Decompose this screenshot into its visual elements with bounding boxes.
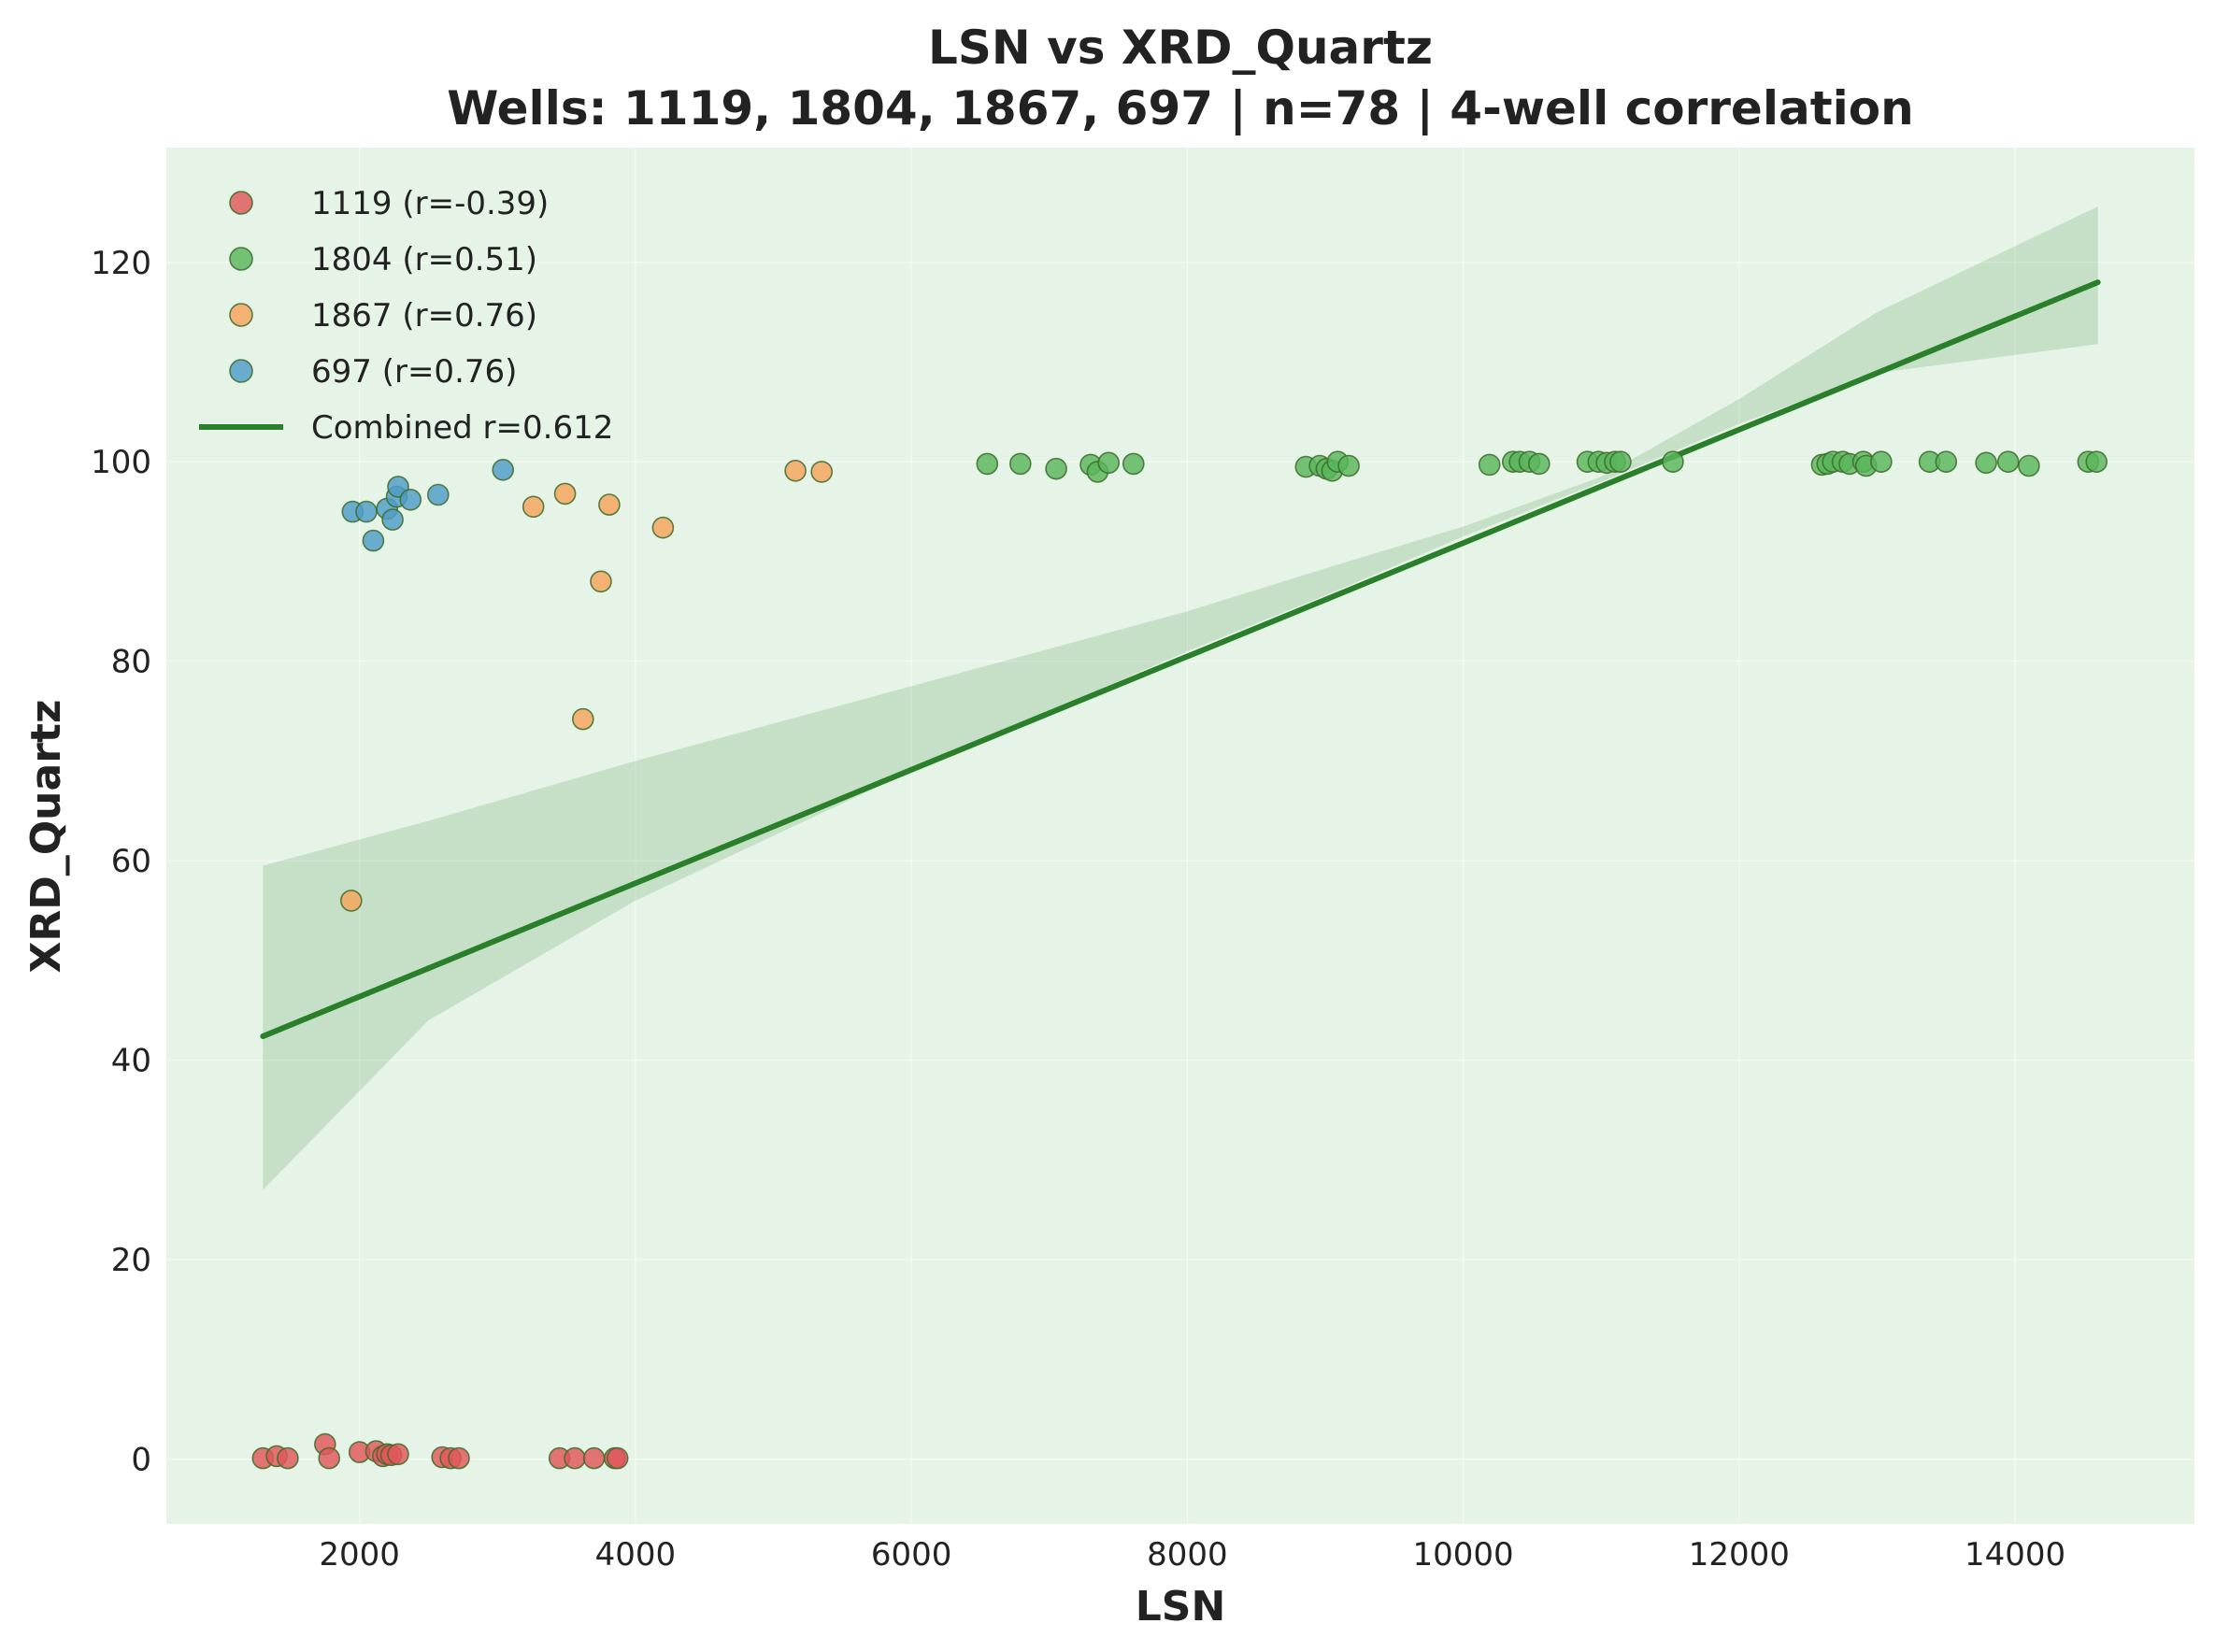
- point-1-22: [1609, 450, 1632, 474]
- point-1-36: [2018, 454, 2040, 477]
- x-tick-label-6: 14000: [1965, 1536, 2065, 1574]
- scatter-points: [251, 450, 2108, 1470]
- point-1-13: [1478, 453, 1501, 477]
- y-tick-label-4: 80: [111, 644, 151, 681]
- point-2-3: [571, 707, 594, 731]
- legend: 1119 (r=-0.39) 1804 (r=0.51) 1867 (r=0.76)…: [199, 185, 613, 447]
- legend-marker-2: [229, 303, 253, 327]
- series-2: [339, 459, 834, 912]
- x-tick-label-0: 2000: [319, 1536, 400, 1574]
- point-2-6: [651, 516, 675, 539]
- legend-label-3: 697 (r=0.76): [311, 353, 517, 391]
- point-1-38: [2085, 450, 2108, 474]
- grid-lines: [166, 148, 2194, 1524]
- point-1-0: [976, 452, 999, 476]
- x-tick-label-1: 4000: [595, 1536, 677, 1574]
- legend-label-0: 1119 (r=-0.39): [311, 185, 549, 222]
- point-0-2: [277, 1446, 299, 1470]
- series-3: [341, 458, 515, 552]
- x-tick-label-4: 10000: [1413, 1536, 1514, 1574]
- x-tick-label-5: 12000: [1689, 1536, 1790, 1574]
- point-3-4: [381, 508, 404, 531]
- point-2-0: [339, 890, 363, 912]
- series-1: [976, 450, 2108, 483]
- confidence-band: [263, 206, 2098, 1190]
- point-0-16: [582, 1446, 606, 1470]
- point-3-1: [355, 500, 378, 523]
- x-tick-label-3: 8000: [1147, 1536, 1228, 1574]
- x-tick-label-2: 6000: [871, 1536, 952, 1574]
- point-1-33: [1935, 450, 1958, 474]
- point-2-8: [810, 461, 834, 483]
- point-0-13: [448, 1446, 470, 1470]
- point-0-10: [387, 1443, 409, 1466]
- legend-label-2: 1867 (r=0.76): [311, 297, 537, 335]
- point-1-12: [1337, 454, 1360, 477]
- x-axis-label: LSN: [1136, 1583, 1226, 1631]
- point-3-9: [492, 458, 515, 481]
- point-1-17: [1528, 452, 1550, 476]
- point-2-5: [598, 493, 621, 516]
- legend-label-regression: Combined r=0.612: [311, 409, 613, 447]
- plot-area: [166, 148, 2194, 1524]
- point-0-4: [318, 1446, 341, 1470]
- point-1-23: [1662, 450, 1684, 474]
- point-1-6: [1122, 452, 1145, 476]
- point-1-35: [1996, 450, 2020, 474]
- legend-marker-0: [229, 191, 253, 215]
- point-1-31: [1870, 450, 1893, 474]
- y-axis-label: XRD_Quartz: [22, 699, 70, 973]
- point-2-7: [784, 459, 807, 482]
- y-tick-label-6: 120: [91, 245, 151, 282]
- point-1-34: [1975, 451, 1997, 475]
- point-2-4: [590, 570, 612, 593]
- chart-subtitle: Wells: 1119, 1804, 1867, 697 | n=78 | 4-…: [447, 81, 1913, 135]
- point-3-7: [399, 488, 422, 511]
- legend-marker-1: [229, 247, 253, 271]
- y-tick-label-0: 0: [131, 1442, 151, 1479]
- y-tick-label-2: 40: [111, 1043, 151, 1080]
- y-tick-label-3: 60: [111, 843, 151, 880]
- point-2-1: [522, 495, 545, 519]
- point-1-1: [1009, 452, 1032, 476]
- chart-title: LSN vs XRD_Quartz: [928, 21, 1433, 75]
- legend-label-1: 1804 (r=0.51): [311, 241, 537, 278]
- legend-marker-3: [229, 359, 253, 383]
- point-1-2: [1045, 457, 1067, 480]
- regression-line: [260, 279, 2101, 1040]
- y-tick-label-1: 20: [111, 1242, 151, 1279]
- point-0-18: [606, 1446, 629, 1470]
- point-2-2: [553, 482, 577, 506]
- point-0-15: [564, 1446, 586, 1470]
- x-tick-labels: 2000 4000 6000 8000 10000 12000 14000: [319, 1536, 2065, 1574]
- point-1-5: [1097, 451, 1120, 475]
- point-3-8: [426, 483, 450, 506]
- y-tick-label-5: 100: [91, 444, 151, 481]
- series-0: [251, 1432, 629, 1470]
- point-3-2: [362, 529, 385, 552]
- y-tick-labels: 0 20 40 60 80 100 120: [91, 245, 151, 1479]
